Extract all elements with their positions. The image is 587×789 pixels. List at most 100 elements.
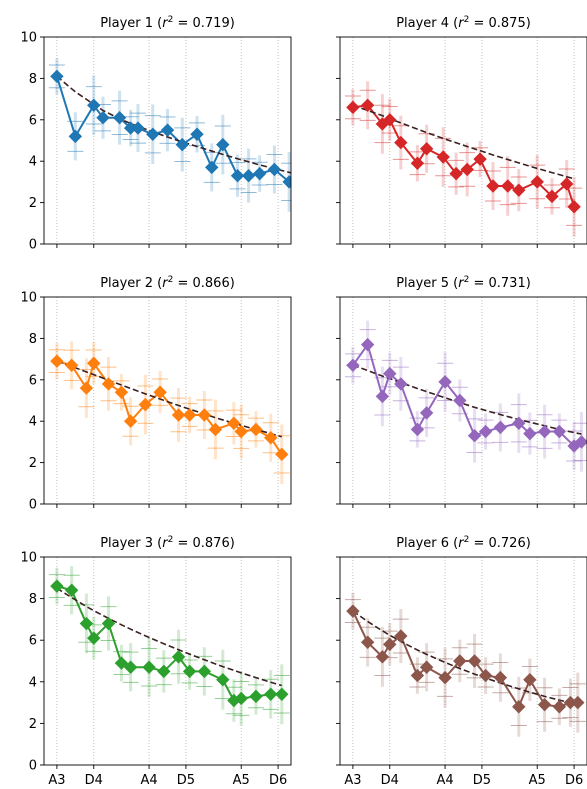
data-point [467, 654, 482, 668]
y-tick-label: 10 [20, 291, 37, 306]
data-point [394, 629, 408, 643]
chart-title: Player 5 (r2 = 0.731) [396, 275, 531, 291]
data-point [216, 137, 230, 152]
data-point [410, 668, 425, 683]
y-tick-label: 0 [29, 759, 37, 774]
x-tick-label: D5 [473, 773, 491, 788]
plot-area [344, 81, 583, 237]
x-tick-label: A3 [48, 773, 65, 788]
data-point [294, 172, 306, 184]
data-point [383, 366, 397, 381]
data-point [493, 670, 508, 685]
chart-panel-1: 0 2 4 6 8 10 Player 1 (r2 = 0.719) [20, 15, 306, 253]
y-tick-label: 2 [29, 717, 37, 732]
data-point [419, 406, 434, 420]
data-point [478, 424, 493, 439]
chart-panel-5: 0 2 4 6 8 10 A3 D4 A4 D5 A5 D6 Player 3 (r2 = 0.876) [20, 535, 292, 788]
data-point [205, 160, 219, 175]
data-point [249, 689, 263, 704]
data-point [501, 179, 515, 193]
series-line [56, 585, 282, 702]
chart-panel-4: Player 5 (r2 = 0.731) [336, 275, 587, 508]
y-tick-label: 4 [29, 675, 37, 690]
trend-line [56, 587, 283, 687]
data-point [436, 150, 450, 164]
data-point [410, 156, 425, 170]
data-point [123, 414, 138, 428]
data-point [160, 123, 175, 137]
data-point [523, 673, 537, 687]
data-point [346, 358, 360, 373]
data-point [208, 422, 223, 437]
x-tick-label: A5 [529, 773, 546, 788]
plot-area [344, 320, 587, 472]
data-point [545, 189, 559, 204]
data-point [87, 356, 101, 370]
axes-frame [43, 556, 292, 766]
data-point [182, 664, 197, 679]
chart-panel-2: Player 4 (r2 = 0.875) [336, 15, 587, 248]
y-tick-label: 8 [29, 72, 37, 87]
data-point [530, 175, 544, 189]
data-point [537, 697, 552, 712]
data-point [453, 393, 467, 408]
data-point [79, 616, 94, 631]
x-tick-label: D4 [381, 773, 399, 788]
data-point [142, 660, 156, 674]
data-point [157, 664, 171, 679]
data-point [486, 179, 500, 193]
data-point [175, 137, 189, 152]
data-point [512, 183, 526, 197]
data-point [227, 416, 241, 430]
data-point [241, 168, 256, 183]
axes-frame [339, 296, 587, 505]
data-point [383, 637, 397, 652]
data-point [473, 152, 487, 166]
data-point [131, 121, 145, 135]
data-point [234, 691, 248, 706]
trend-line [352, 610, 578, 706]
data-point [346, 604, 360, 618]
data-point [560, 177, 574, 191]
data-point [394, 377, 408, 391]
data-point [467, 428, 482, 443]
data-point [101, 616, 116, 631]
data-point [438, 375, 452, 389]
data-point [360, 98, 375, 113]
axes-frame [339, 36, 587, 245]
data-point [101, 377, 116, 391]
data-point [171, 650, 186, 664]
x-tick-label: A4 [140, 773, 157, 788]
data-point [571, 695, 585, 710]
data-point [346, 100, 360, 115]
y-tick-label: 0 [29, 498, 37, 513]
data-point [182, 408, 197, 422]
data-point [523, 426, 537, 441]
y-tick-label: 2 [29, 196, 37, 211]
data-point [112, 111, 127, 125]
data-point [249, 422, 263, 437]
data-point [512, 416, 526, 430]
data-point [123, 660, 138, 674]
data-point [419, 660, 434, 674]
plot-area [344, 592, 586, 737]
axes-frame [43, 36, 292, 245]
y-tick-label: 8 [29, 592, 37, 607]
data-point [50, 354, 64, 368]
data-point [552, 424, 567, 439]
axes-frame [339, 556, 587, 766]
y-tick-label: 8 [29, 332, 37, 347]
data-point [394, 135, 408, 150]
data-point [114, 656, 129, 670]
data-point [64, 358, 79, 373]
y-tick-label: 2 [29, 456, 37, 471]
data-point [567, 200, 581, 214]
y-tick-label: 10 [20, 31, 37, 46]
plot-area [48, 58, 306, 212]
data-point [264, 687, 278, 701]
series-line [56, 360, 283, 455]
chart-title: Player 3 (r2 = 0.876) [100, 535, 235, 551]
y-tick-label: 0 [29, 238, 37, 253]
data-point [360, 337, 375, 352]
x-tick-label: D4 [85, 773, 103, 788]
